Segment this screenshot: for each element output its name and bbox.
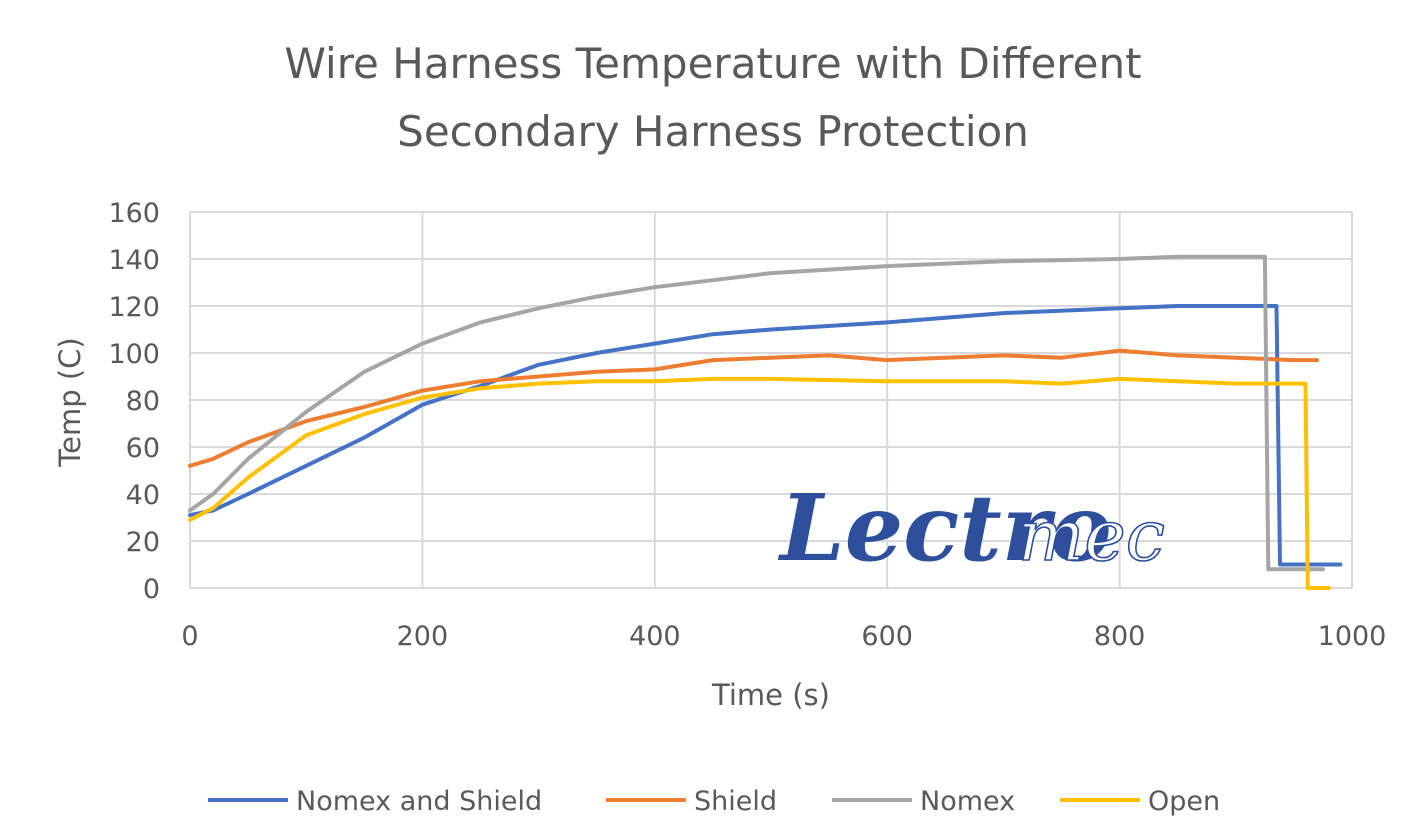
series-line-nomex-and-shield [188, 304, 1343, 567]
x-tick-label: 1000 [1318, 621, 1387, 652]
y-tick-label: 0 [143, 574, 160, 605]
legend-label: Nomex and Shield [296, 786, 542, 817]
x-axis-title: Time (s) [711, 678, 830, 712]
x-tick-label: 0 [181, 621, 198, 652]
series-lines [188, 254, 1343, 590]
chart-title-line-2: Secondary Harness Protection [397, 107, 1029, 156]
gridlines [189, 211, 1353, 589]
y-tick-label: 80 [126, 386, 160, 417]
x-tick-label: 800 [1094, 621, 1146, 652]
y-tick-label: 40 [126, 480, 160, 511]
legend: Nomex and Shield Shield Nomex Open [208, 786, 1220, 817]
series-line-open [188, 376, 1331, 590]
lectromec-logo: Lectro mec [777, 474, 1166, 582]
y-tick-label: 20 [126, 527, 160, 558]
y-tick-label: 100 [108, 339, 160, 370]
svg-text:Lectro: Lectro [777, 474, 1112, 582]
legend-label: Shield [694, 786, 777, 817]
y-axis-ticks: 0 20 40 60 80 100 120 140 160 [108, 198, 160, 605]
y-axis-title: Temp (C) [53, 337, 87, 467]
y-tick-label: 120 [108, 292, 160, 323]
x-tick-label: 200 [397, 621, 449, 652]
legend-label: Open [1148, 786, 1220, 817]
y-tick-label: 60 [126, 433, 160, 464]
y-tick-label: 140 [108, 245, 160, 276]
series-line-nomex [188, 254, 1325, 572]
x-tick-label: 400 [629, 621, 681, 652]
y-tick-label: 160 [108, 198, 160, 229]
chart-title-line-1: Wire Harness Temperature with Different [284, 39, 1141, 88]
x-axis-ticks: 0 200 400 600 800 1000 [181, 621, 1386, 652]
x-tick-label: 600 [861, 621, 913, 652]
legend-label: Nomex [920, 786, 1015, 817]
series-line-shield [188, 348, 1320, 468]
svg-text:mec: mec [1018, 495, 1165, 577]
